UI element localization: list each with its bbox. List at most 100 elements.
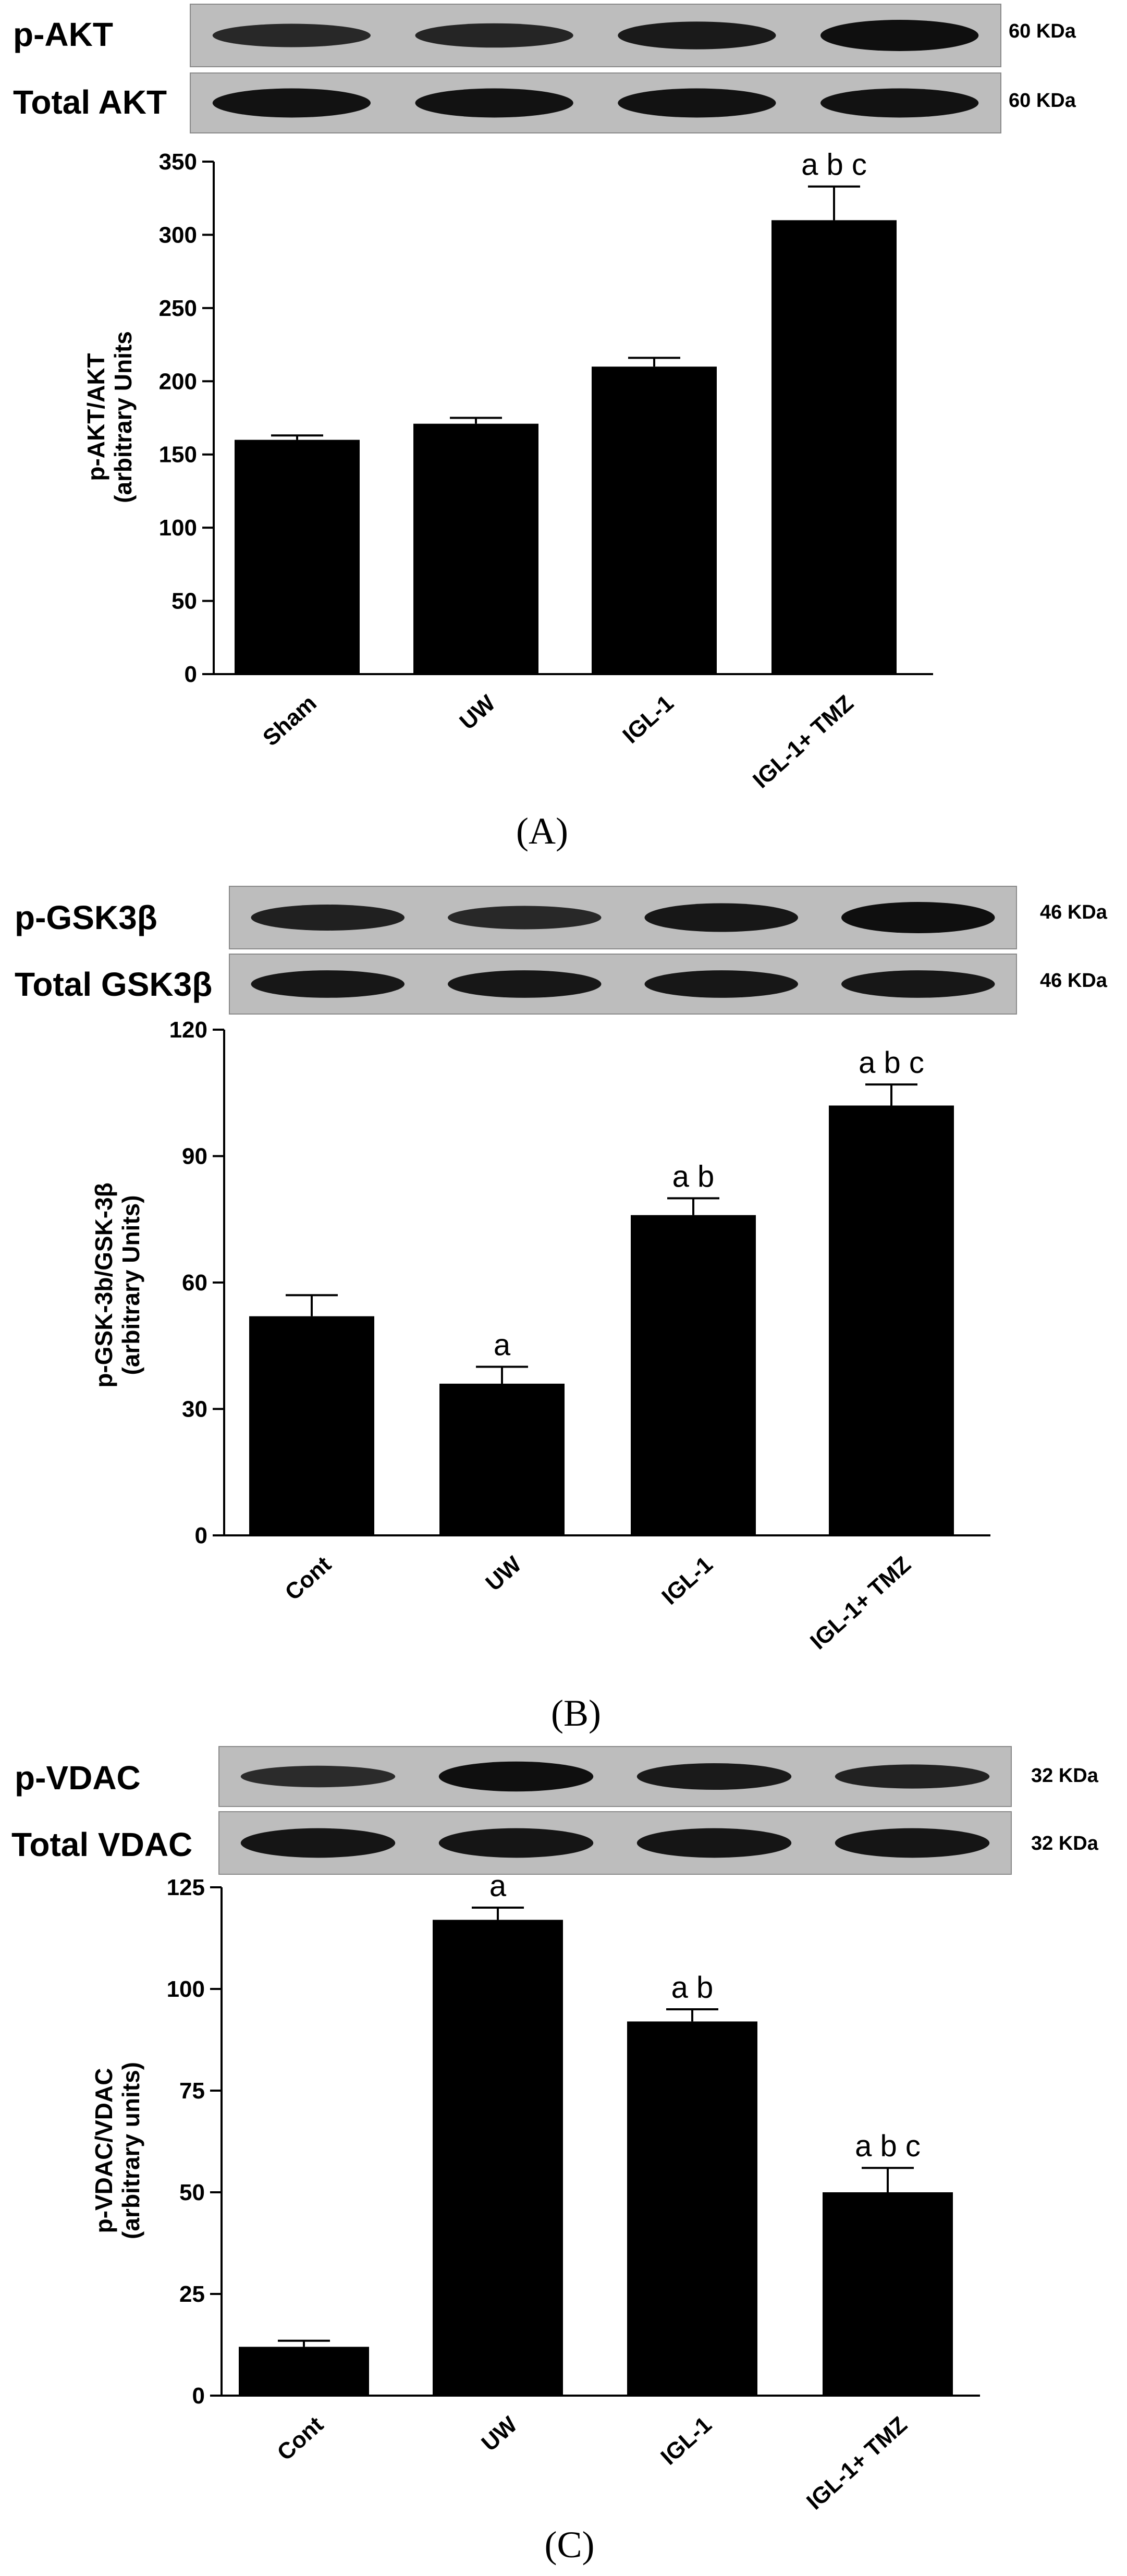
significance-label: a: [494, 1328, 511, 1362]
y-tick-label: 0: [192, 2383, 205, 2409]
x-tick-label: Cont: [272, 2412, 328, 2466]
y-axis-label-line: (arbitrary Units): [117, 1195, 144, 1375]
y-axis-label-line: (arbitrary Units: [109, 331, 137, 503]
panel-letter: (A): [516, 810, 568, 852]
panel-letter: (C): [545, 2524, 595, 2566]
blot-band: [438, 1828, 594, 1858]
category-label: UW: [481, 1552, 526, 1596]
y-axis-label: p-VDAC/VDAC (arbitrary units): [90, 2062, 144, 2239]
y-axis-label-line: (arbitrary units): [117, 2062, 144, 2239]
y-tick-label: 300: [159, 222, 197, 248]
panel-letter: (B): [551, 1692, 601, 1734]
x-tick-label: UW: [476, 2412, 522, 2457]
western-blot-strip: [190, 72, 1001, 133]
x-tick-label: IGL-1: [618, 690, 678, 749]
x-tick-label: IGL-1+ TMZ: [805, 1552, 916, 1655]
y-axis-label-line: p-VDAC/VDAC: [90, 2068, 117, 2233]
x-tick-label: UW: [455, 690, 500, 735]
kda-label: 46 KDa: [1040, 901, 1108, 923]
bar: [249, 1316, 374, 1535]
blot-band: [820, 88, 979, 118]
y-axis-label: p-GSK-3b/GSK-3β (arbitrary Units): [90, 1182, 144, 1388]
kda-label: 32 KDa: [1031, 1833, 1099, 1854]
blot-border: [229, 954, 1017, 1015]
blot-band: [644, 903, 798, 932]
blot-border: [218, 1811, 1012, 1875]
western-blot-strip: [218, 1811, 1012, 1875]
y-tick-label: 350: [159, 149, 197, 175]
blot-band: [212, 88, 371, 118]
blot-band: [841, 970, 995, 998]
y-tick-label: 125: [167, 1875, 205, 1900]
blot-label: p-GSK3β: [15, 899, 157, 936]
blot-band: [820, 20, 979, 51]
category-label: IGL-1: [618, 690, 678, 749]
blot-label: p-AKT: [13, 16, 113, 53]
bar: [627, 2021, 757, 2396]
bar: [439, 1384, 565, 1535]
x-tick-label: IGL-1: [657, 1552, 717, 1610]
y-tick-label: 50: [172, 589, 197, 614]
y-tick-label: 120: [169, 1017, 207, 1043]
bar: [829, 1105, 954, 1535]
bar: [413, 423, 538, 674]
significance-label: a b: [672, 1159, 715, 1193]
y-tick-label: 0: [185, 662, 197, 687]
y-tick-label: 30: [182, 1397, 207, 1422]
blot-band: [240, 1765, 396, 1788]
y-tick-label: 75: [179, 2078, 205, 2104]
blot-band: [841, 902, 995, 933]
blot-band: [212, 23, 371, 47]
bar: [823, 2192, 953, 2396]
category-label: UW: [476, 2412, 522, 2457]
kda-label: 32 KDa: [1031, 1765, 1099, 1787]
blot-label: p-VDAC: [15, 1759, 141, 1797]
significance-label: a b: [671, 1971, 714, 2005]
category-label: UW: [455, 690, 500, 735]
category-label: IGL-1+ TMZ: [802, 2412, 912, 2515]
significance-label: a b c: [855, 2129, 921, 2163]
category-label: IGL-1: [656, 2412, 716, 2470]
blot-border: [218, 1746, 1012, 1807]
blot-label: Total GSK3β: [15, 966, 212, 1003]
western-blot-strip: [229, 954, 1017, 1015]
bar: [235, 439, 360, 674]
significance-label: a b c: [801, 148, 867, 182]
blot-band: [835, 1828, 990, 1858]
blot-label: Total AKT: [13, 83, 167, 121]
x-tick-label: UW: [481, 1552, 526, 1596]
blot-border: [190, 72, 1001, 133]
blot-label: Total VDAC: [11, 1826, 192, 1863]
panel-a: p-AKT 60 KDa Total AKT 60 KDa 0 50 100 150 200 25…: [13, 4, 1076, 852]
blot-band: [448, 970, 602, 998]
y-tick-label: 150: [159, 442, 197, 468]
blot-band: [251, 905, 405, 931]
y-tick-label: 200: [159, 369, 197, 394]
y-tick-label: 100: [159, 515, 197, 541]
category-label: IGL-1+ TMZ: [805, 1552, 916, 1655]
y-tick-label: 90: [182, 1144, 207, 1169]
y-tick-label: 250: [159, 296, 197, 321]
bar: [631, 1215, 756, 1535]
bar: [239, 2347, 369, 2396]
kda-label: 60 KDa: [1009, 20, 1076, 42]
blot-band: [835, 1764, 990, 1789]
category-label: Cont: [280, 1552, 336, 1606]
y-axis-label-line: p-AKT/AKT: [82, 353, 109, 481]
blot-band: [415, 88, 573, 118]
bar: [592, 367, 717, 674]
kda-label: 60 KDa: [1009, 90, 1076, 112]
x-tick-label: Cont: [280, 1552, 336, 1606]
blot-border: [229, 886, 1017, 949]
x-tick-label: IGL-1: [656, 2412, 716, 2470]
y-axis-label-line: p-GSK-3b/GSK-3β: [90, 1182, 117, 1388]
bar: [771, 220, 897, 674]
category-label: IGL-1: [657, 1552, 717, 1610]
category-label: IGL-1+ TMZ: [748, 690, 859, 793]
western-blot-strip: [190, 4, 1001, 67]
blot-band: [251, 970, 405, 998]
y-tick-label: 100: [167, 1976, 205, 2002]
blot-band: [644, 970, 798, 998]
significance-label: a b c: [859, 1046, 924, 1080]
category-label: Sham: [258, 690, 322, 751]
